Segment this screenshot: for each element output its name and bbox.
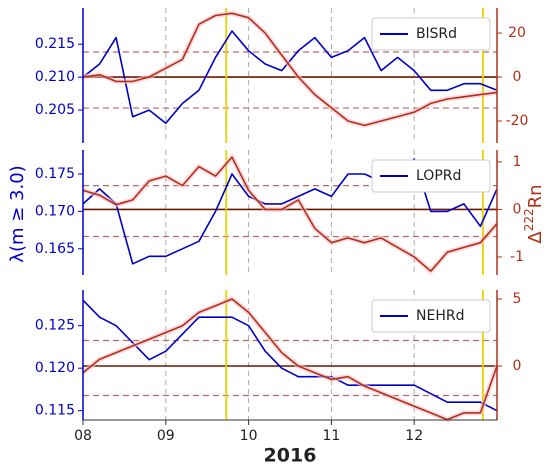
legend-label: BlSRd — [416, 26, 457, 42]
y2-tick-label: -1 — [510, 249, 524, 265]
series-line — [82, 30, 498, 124]
legend-box — [371, 159, 491, 193]
x-tick-label: 10 — [240, 428, 258, 444]
series-line — [82, 12, 498, 127]
y-tick-label: 0.165 — [35, 241, 75, 257]
series-line — [82, 156, 498, 272]
y2-label-sup: 222 — [522, 208, 536, 231]
y-tick-label: 0.205 — [35, 102, 75, 118]
series-line — [82, 298, 498, 421]
y-tick-label: 0.215 — [35, 36, 75, 52]
series-line — [82, 158, 498, 265]
x-axis-label: 2016 — [264, 445, 317, 464]
y-tick-label: 0.120 — [35, 360, 75, 376]
x-tick-label: 08 — [74, 428, 92, 444]
legend-label: NEHRd — [416, 308, 464, 324]
y-tick-label: 0.170 — [35, 203, 75, 219]
y2-tick-label: 20 — [508, 25, 526, 41]
y2-tick-label: 1 — [513, 154, 522, 170]
legend-label: LOPRd — [416, 168, 461, 184]
y2-tick-label: 0 — [513, 201, 522, 217]
x-tick-label: 12 — [405, 428, 423, 444]
y2-tick-label: 0 — [513, 69, 522, 85]
legend-box — [371, 17, 491, 51]
y2-tick-label: 5 — [513, 291, 522, 307]
x-tick-label: 09 — [157, 428, 175, 444]
y2-axis-label: Δ222Rn — [522, 184, 547, 243]
y2-label-base: Rn — [525, 184, 546, 208]
y-tick-label: 0.210 — [35, 69, 75, 85]
y2-label-symbol: Δ — [525, 231, 546, 244]
y-tick-label: 0.115 — [35, 403, 75, 419]
y-tick-label: 0.175 — [35, 166, 75, 182]
y-tick-label: 0.125 — [35, 318, 75, 334]
y2-tick-label: 0 — [513, 358, 522, 374]
legend-box — [371, 299, 491, 333]
series-line — [82, 299, 498, 412]
y2-tick-label: -20 — [506, 113, 529, 129]
y-axis-label: λ(m ≥ 3.0) — [7, 165, 28, 262]
x-tick-label: 11 — [322, 428, 340, 444]
